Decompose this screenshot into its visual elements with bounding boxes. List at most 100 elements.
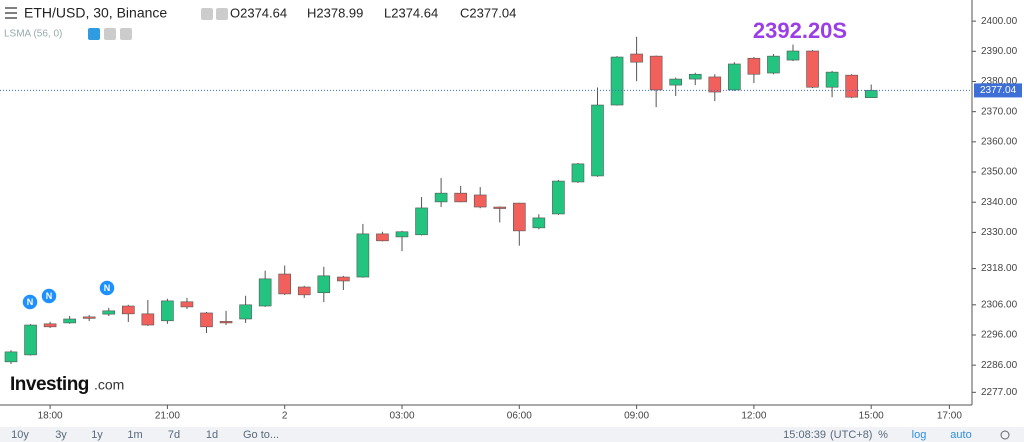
timezone: (UTC+8) bbox=[830, 429, 872, 441]
candle-body bbox=[102, 310, 116, 315]
symbol: ETH/USD, 30, Binance bbox=[24, 5, 167, 21]
candle-body bbox=[747, 57, 761, 75]
candle-body bbox=[806, 50, 819, 88]
x-tick-label: 12:00 bbox=[741, 411, 766, 422]
y-tick-label: 2286.00 bbox=[981, 360, 1018, 371]
candle-body bbox=[728, 63, 741, 91]
candle-body bbox=[200, 312, 213, 328]
price-label: 2377.04 bbox=[980, 85, 1017, 96]
x-tick-label: 18:00 bbox=[38, 411, 63, 422]
candle-body bbox=[258, 278, 272, 307]
candle-body bbox=[297, 286, 311, 296]
candle-body bbox=[767, 55, 780, 74]
x-tick-label: 17:00 bbox=[937, 411, 962, 422]
x-tick-label: 2 bbox=[282, 411, 288, 422]
y-tick-label: 2400.00 bbox=[981, 16, 1018, 27]
candle-body bbox=[845, 74, 858, 98]
candle-body bbox=[610, 56, 624, 106]
candle-body bbox=[317, 275, 331, 294]
news-marker[interactable] bbox=[21, 293, 39, 311]
candle-body bbox=[356, 233, 370, 278]
news-marker-label: N bbox=[27, 297, 34, 307]
candle-body bbox=[473, 194, 487, 208]
candle-body bbox=[649, 55, 663, 91]
low-value: L2374.64 bbox=[384, 5, 438, 20]
range-button[interactable]: 7d bbox=[168, 429, 180, 441]
y-tick-label: 2318.00 bbox=[981, 263, 1018, 274]
candle-body bbox=[571, 163, 585, 183]
candle-body bbox=[493, 206, 507, 209]
news-marker-label: N bbox=[46, 291, 53, 301]
log-button[interactable]: log bbox=[912, 429, 927, 441]
y-tick-label: 2380.00 bbox=[981, 76, 1018, 87]
close-value: C2377.04 bbox=[460, 5, 516, 20]
x-tick-label: 06:00 bbox=[507, 411, 532, 422]
y-tick-label: 2350.00 bbox=[981, 167, 1018, 178]
range-button[interactable]: 10y bbox=[11, 429, 29, 441]
x-tick-label: 03:00 bbox=[389, 411, 414, 422]
candle-body bbox=[708, 76, 722, 93]
logo-suffix: .com bbox=[94, 377, 124, 393]
price-label-box bbox=[974, 83, 1022, 98]
candle-body bbox=[415, 207, 428, 236]
candle-body bbox=[24, 324, 37, 356]
candle-body bbox=[82, 316, 96, 319]
x-tick-label: 09:00 bbox=[624, 411, 649, 422]
percent-button[interactable]: % bbox=[878, 429, 888, 441]
news-marker[interactable] bbox=[98, 279, 116, 297]
candle-body bbox=[337, 276, 350, 282]
clock: 15:08:39 bbox=[783, 429, 826, 441]
range-button[interactable]: 1m bbox=[127, 429, 142, 441]
candle-body bbox=[161, 300, 174, 322]
toolbar bbox=[0, 427, 1024, 442]
goto-button[interactable]: Go to... bbox=[243, 429, 279, 441]
logo-brand: Investing bbox=[10, 374, 89, 395]
candle-body bbox=[376, 233, 389, 242]
range-button[interactable]: 1d bbox=[206, 429, 218, 441]
candle-body bbox=[454, 192, 467, 203]
indicator: LSMA (56, 0) bbox=[4, 29, 62, 40]
candle-body bbox=[122, 305, 135, 315]
candle-body bbox=[591, 104, 604, 177]
x-tick-label: 21:00 bbox=[155, 411, 180, 422]
candle-body bbox=[552, 180, 565, 215]
candle-body bbox=[669, 78, 683, 86]
settings-icon[interactable] bbox=[1000, 430, 1010, 440]
candle-body bbox=[434, 192, 448, 203]
y-tick-label: 2360.00 bbox=[981, 136, 1018, 147]
candle-body bbox=[141, 313, 155, 326]
high-value: H2378.99 bbox=[307, 5, 363, 20]
candle-body bbox=[532, 217, 546, 229]
candle-body bbox=[63, 318, 76, 324]
candle-body bbox=[786, 50, 800, 61]
candle-body bbox=[825, 71, 839, 88]
open-value: O2374.64 bbox=[230, 5, 287, 20]
y-tick-label: 2370.00 bbox=[981, 106, 1018, 117]
annotation: 2392.20S bbox=[753, 18, 847, 43]
y-tick-label: 2306.00 bbox=[981, 299, 1018, 310]
candle-body bbox=[512, 202, 526, 232]
candle-body bbox=[180, 301, 194, 308]
candle-body bbox=[239, 304, 252, 320]
candle-body bbox=[4, 351, 18, 363]
news-marker-label: N bbox=[104, 283, 111, 293]
range-button[interactable]: 1y bbox=[91, 429, 103, 441]
candle-body bbox=[688, 73, 702, 80]
candle-body bbox=[630, 53, 643, 63]
news-marker[interactable] bbox=[40, 287, 58, 305]
series-icons[interactable] bbox=[201, 8, 228, 20]
range-button[interactable]: 3y bbox=[55, 429, 67, 441]
menu-icon[interactable] bbox=[5, 7, 17, 19]
candle-body bbox=[43, 323, 57, 328]
y-tick-label: 2277.00 bbox=[981, 387, 1018, 398]
y-tick-label: 2330.00 bbox=[981, 227, 1018, 238]
y-tick-label: 2296.00 bbox=[981, 330, 1018, 341]
y-tick-label: 2340.00 bbox=[981, 197, 1018, 208]
auto-button[interactable]: auto bbox=[950, 429, 971, 441]
indicator-icons[interactable] bbox=[88, 28, 132, 40]
x-tick-label: 15:00 bbox=[859, 411, 884, 422]
candle-body bbox=[278, 273, 292, 295]
